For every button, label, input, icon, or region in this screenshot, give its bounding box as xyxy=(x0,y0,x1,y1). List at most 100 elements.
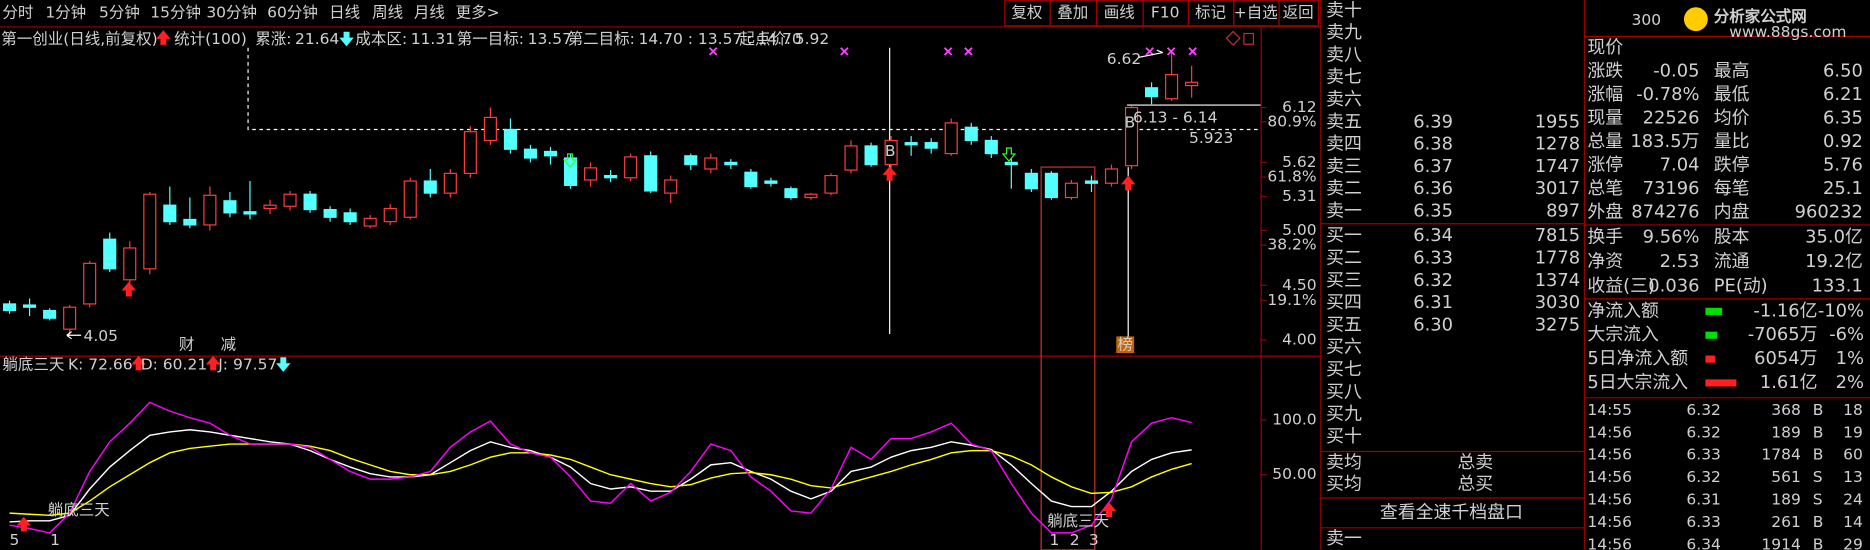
candle-body xyxy=(804,193,818,199)
chart-annotation: B xyxy=(1125,113,1136,131)
flow-value: -1.16亿 xyxy=(1753,300,1817,321)
candle-body xyxy=(904,142,918,146)
logo-icon xyxy=(1683,7,1708,32)
toolbar-button[interactable]: 复权 xyxy=(1011,4,1042,22)
period-tab[interactable]: 15分钟 xyxy=(150,4,201,22)
tick-count: 18 xyxy=(1843,401,1863,419)
quote-label: 涨停 xyxy=(1587,155,1623,176)
chart-annotation: 榜 xyxy=(1117,335,1133,353)
period-tab[interactable]: 更多> xyxy=(456,4,500,22)
quote-label: 均价 xyxy=(1714,108,1750,129)
y-tick-label: 4.00 xyxy=(1282,331,1317,349)
candle-body xyxy=(203,194,217,226)
toolbar-button[interactable]: +自选 xyxy=(1234,4,1278,22)
book-label: 卖八 xyxy=(1326,44,1362,65)
book-price: 6.32 xyxy=(1413,270,1453,291)
book-label: 卖二 xyxy=(1326,178,1362,199)
period-tab[interactable]: 日线 xyxy=(329,4,360,22)
quote-label: 最高 xyxy=(1714,61,1750,82)
icon-square xyxy=(1243,32,1255,45)
quote-value: 0.036 xyxy=(1648,275,1699,296)
legend-entry: D: 60.21 xyxy=(141,356,207,374)
period-tab[interactable]: 30分钟 xyxy=(206,4,257,22)
tick-side: S xyxy=(1813,491,1823,509)
quote-label: 现量 xyxy=(1587,108,1623,129)
logo-url: www.88gs.com xyxy=(1729,23,1846,41)
candle-body xyxy=(123,247,137,281)
quote-value: -0.05 xyxy=(1653,61,1699,82)
period-tab[interactable]: 60分钟 xyxy=(267,4,318,22)
arrow-line xyxy=(1138,49,1164,58)
candle-body xyxy=(844,145,858,171)
quote-label: 内盘 xyxy=(1714,202,1750,223)
panel-annotation: 2 xyxy=(1070,531,1080,549)
header-label: 第二目标: xyxy=(568,30,635,48)
candle-body xyxy=(704,157,718,170)
book-volume: 3030 xyxy=(1535,292,1581,313)
book-label: 卖四 xyxy=(1326,134,1362,155)
quote-value: 9.56% xyxy=(1643,226,1700,247)
book-price: 6.31 xyxy=(1413,292,1453,313)
y-tick-label: 50.00 xyxy=(1272,465,1316,483)
toolbar-button[interactable]: 画线 xyxy=(1104,4,1135,22)
book-label: 买一 xyxy=(1326,225,1362,246)
candle-body xyxy=(1104,168,1119,184)
book-footer: 卖一 xyxy=(1326,528,1362,549)
tick-count: 19 xyxy=(1843,423,1863,441)
depth-button[interactable]: 查看全速千档盘口 xyxy=(1380,502,1523,523)
period-tab[interactable]: 5分钟 xyxy=(99,4,140,22)
panel-title: 躺底三天 xyxy=(2,356,64,374)
candle-body xyxy=(83,262,97,305)
y2-tick-label: 19.1% xyxy=(1267,291,1316,309)
toolbar-button[interactable]: F10 xyxy=(1151,4,1180,22)
toolbar-button[interactable]: 标记 xyxy=(1195,4,1226,22)
book-volume: 897 xyxy=(1546,201,1580,222)
quote-value: 5.76 xyxy=(1823,155,1863,176)
tick-volume: 189 xyxy=(1771,491,1801,509)
tick-side: B xyxy=(1813,423,1824,441)
candle-body xyxy=(383,207,397,223)
tick-time: 14:56 xyxy=(1587,423,1632,441)
header-value: 21.64 xyxy=(295,30,339,48)
header-label: 成本区: xyxy=(355,30,407,48)
y-tick-label: 100.0 xyxy=(1272,410,1316,428)
flow-value: -7065万 xyxy=(1748,324,1818,345)
candle-body xyxy=(283,193,297,207)
quote-value: 6.35 xyxy=(1823,108,1863,129)
period-tab[interactable]: 月线 xyxy=(414,4,445,22)
book-volume: 1374 xyxy=(1535,270,1581,291)
toolbar-button[interactable]: 叠加 xyxy=(1057,4,1088,22)
flow-value: 1.61亿 xyxy=(1760,372,1818,393)
book-summary: 总买 xyxy=(1457,473,1493,494)
period-tab[interactable]: 1分钟 xyxy=(45,4,86,22)
chart-annotation: 6.13 - 6.14 xyxy=(1133,109,1217,127)
book-summary: 总卖 xyxy=(1457,452,1493,473)
book-label: 卖九 xyxy=(1326,22,1362,43)
quote-value: 0.92 xyxy=(1823,131,1863,152)
quote-label: PE(动) xyxy=(1714,275,1768,296)
candle-body xyxy=(644,155,658,192)
period-tab[interactable]: 分时 xyxy=(2,4,33,22)
book-label: 卖三 xyxy=(1326,156,1362,177)
candle-body xyxy=(63,306,77,330)
period-tab[interactable]: 周线 xyxy=(372,4,403,22)
candle-body xyxy=(1004,161,1018,166)
arrow-icon xyxy=(1001,147,1017,163)
book-price: 6.39 xyxy=(1413,111,1453,132)
tick-volume: 1784 xyxy=(1761,446,1800,464)
y2-tick-label: 38.2% xyxy=(1267,236,1316,254)
candle-body xyxy=(1145,87,1159,98)
y2-tick-label: 80.9% xyxy=(1267,112,1316,130)
tick-time: 14:56 xyxy=(1587,468,1632,486)
legend-entry: J: 97.57 xyxy=(217,356,277,374)
book-price: 6.35 xyxy=(1413,201,1453,222)
flow-label: 净流入额 xyxy=(1587,300,1659,321)
header-label: 第一目标: xyxy=(457,30,524,48)
tick-count: 14 xyxy=(1843,513,1863,531)
tick-side: B xyxy=(1813,446,1824,464)
toolbar-button[interactable]: 返回 xyxy=(1283,4,1314,22)
book-label: 卖七 xyxy=(1326,67,1362,88)
